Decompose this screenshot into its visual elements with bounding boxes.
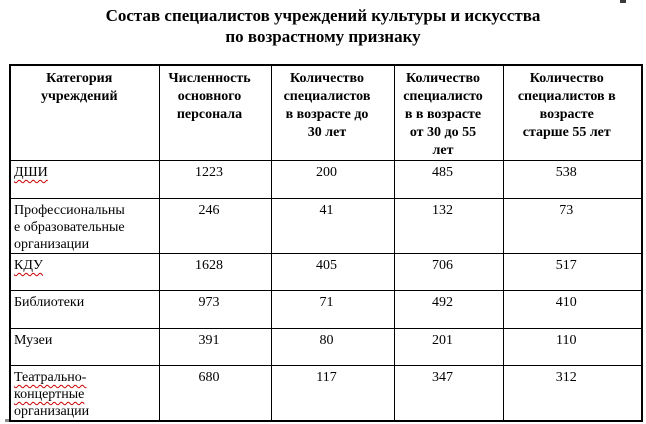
value-cell: 538 xyxy=(502,160,643,199)
value-cell: 973 xyxy=(158,290,272,329)
table-row: ДШИ 1223 200 485 538 xyxy=(9,160,643,199)
category-line: организации xyxy=(14,237,90,252)
value-cell: 80 xyxy=(270,328,395,366)
column-header-2: Количество специалистов в возрасте до 30… xyxy=(270,64,395,161)
value-cell: 485 xyxy=(393,160,504,199)
category-line-misspelled: Театрально- xyxy=(14,370,87,385)
value-cell: 706 xyxy=(393,253,504,291)
column-header-0: Категория учреждений xyxy=(9,64,160,161)
value-cell: 201 xyxy=(393,328,504,366)
category-cell: ДШИ xyxy=(9,160,160,199)
table-row: Театрально-концертные организации 680 117 34… xyxy=(9,365,643,422)
value-cell: 73 xyxy=(502,198,643,254)
column-header-3: Количество специалисто в в возрасте от 3… xyxy=(393,64,504,161)
category-cell: КДУ xyxy=(9,253,160,291)
value-cell: 680 xyxy=(158,365,272,422)
category-cell: Театрально-концертные организации xyxy=(9,365,160,422)
category-cell: Музеи xyxy=(9,328,160,366)
category-line: организации xyxy=(14,404,90,419)
category-line: Музеи xyxy=(14,333,53,348)
value-cell: 347 xyxy=(393,365,504,422)
column-header-1: Численность основного персонала xyxy=(158,64,272,161)
value-cell: 391 xyxy=(158,328,272,366)
category-cell: Библиотеки xyxy=(9,290,160,329)
age-composition-table: Категория учреждений Численность основног… xyxy=(9,64,643,422)
value-cell: 492 xyxy=(393,290,504,329)
table-body: ДШИ 1223 200 485 538 Профессиональны е образов… xyxy=(9,160,643,422)
value-cell: 410 xyxy=(502,290,643,329)
value-cell: 517 xyxy=(502,253,643,291)
table-row: Музеи 391 80 201 110 xyxy=(9,328,643,366)
category-cell: Профессиональны е образовательные организа… xyxy=(9,198,160,254)
page-edge-artifact-top-right xyxy=(620,0,626,3)
document-title: Состав специалистов учреждений культуры … xyxy=(0,5,646,47)
value-cell: 1628 xyxy=(158,253,272,291)
value-cell: 41 xyxy=(270,198,395,254)
table-header-row: Категория учреждений Численность основног… xyxy=(9,64,643,161)
category-line-misspelled: концертные xyxy=(14,387,85,402)
title-line-1: Состав специалистов учреждений культуры … xyxy=(105,6,541,25)
table-row: КДУ 1628 405 706 517 xyxy=(9,253,643,291)
category-line: Библиотеки xyxy=(14,295,85,310)
category-line-misspelled: ДШИ xyxy=(14,165,48,180)
category-line-misspelled: КДУ xyxy=(14,258,43,273)
value-cell: 1223 xyxy=(158,160,272,199)
value-cell: 71 xyxy=(270,290,395,329)
page-edge-artifact-bottom-left xyxy=(5,419,9,422)
table-row: Профессиональны е образовательные организа… xyxy=(9,198,643,254)
title-line-2: по возрастному признаку xyxy=(225,27,421,46)
value-cell: 117 xyxy=(270,365,395,422)
value-cell: 110 xyxy=(502,328,643,366)
value-cell: 132 xyxy=(393,198,504,254)
table-row: Библиотеки 973 71 492 410 xyxy=(9,290,643,329)
value-cell: 312 xyxy=(502,365,643,422)
category-line: Профессиональны xyxy=(14,203,125,218)
value-cell: 405 xyxy=(270,253,395,291)
value-cell: 200 xyxy=(270,160,395,199)
value-cell: 246 xyxy=(158,198,272,254)
category-line: е образовательные xyxy=(14,220,125,235)
column-header-4: Количество специалистов в возрасте старш… xyxy=(502,64,643,161)
